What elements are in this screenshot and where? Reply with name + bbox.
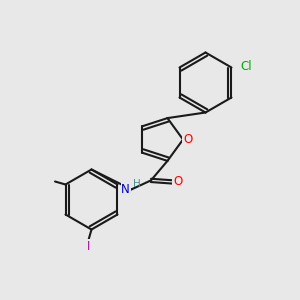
Text: I: I <box>87 240 90 253</box>
Text: O: O <box>183 133 192 146</box>
Text: Cl: Cl <box>241 59 252 73</box>
Text: N: N <box>121 183 130 196</box>
Text: O: O <box>173 176 183 188</box>
Text: H: H <box>133 179 141 189</box>
